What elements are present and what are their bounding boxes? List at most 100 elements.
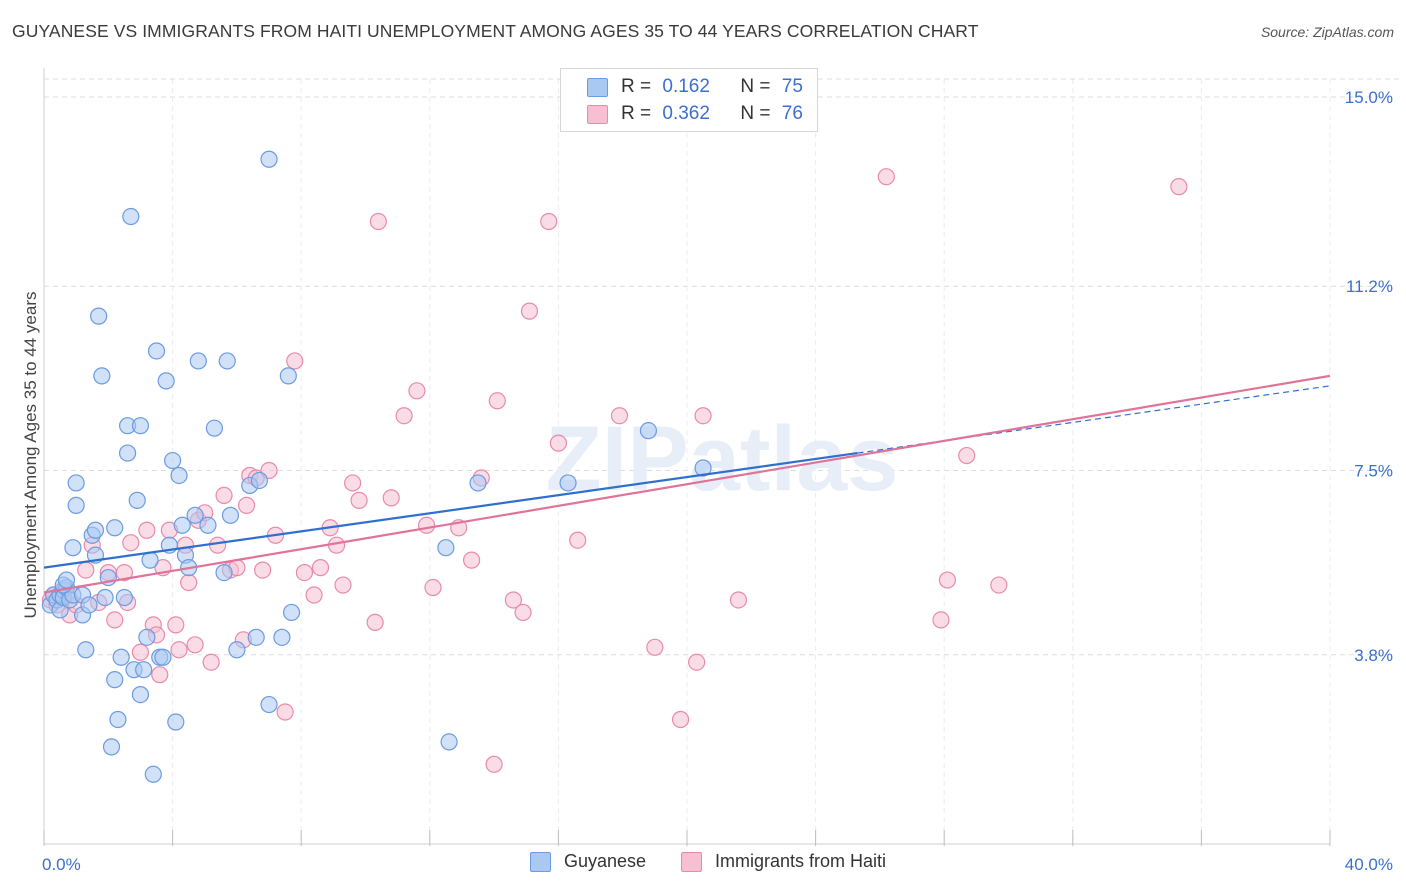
guyanese-point <box>67 496 85 514</box>
haiti-point <box>504 591 522 609</box>
guyanese-point <box>135 661 153 679</box>
guyanese-point <box>559 474 577 492</box>
haiti-point <box>237 496 256 514</box>
legend-item-haiti: Immigrants from Haiti <box>681 851 886 872</box>
guyanese-point <box>115 588 133 607</box>
guyanese-point <box>93 367 111 385</box>
guyanese-point <box>260 150 278 168</box>
haiti-point <box>417 516 436 534</box>
guyanese-point <box>260 695 278 714</box>
guyanese-point <box>440 733 458 751</box>
y-tick-label: 3.8% <box>1354 646 1393 665</box>
guyanese-point <box>118 444 137 462</box>
guyanese-point <box>154 648 172 666</box>
haiti-point <box>382 489 400 507</box>
guyanese-point <box>64 539 82 557</box>
guyanese-point <box>167 713 185 731</box>
series-legend: Guyanese Immigrants from Haiti <box>0 851 1406 877</box>
guyanese-point <box>221 506 240 524</box>
guyanese-point <box>186 506 204 524</box>
chart-source: Source: ZipAtlas.com <box>1260 24 1394 40</box>
haiti-point <box>209 536 227 554</box>
guyanese-point <box>138 628 156 646</box>
guyanese-point <box>112 648 130 666</box>
guyanese-point <box>205 419 223 437</box>
haiti-point <box>646 638 664 656</box>
guyanese-point <box>218 352 236 370</box>
haiti-point <box>540 212 558 231</box>
haiti-point <box>569 531 587 549</box>
haiti-point <box>106 611 124 629</box>
haiti-point <box>286 352 304 370</box>
grid-lines <box>44 79 1390 844</box>
haiti-swatch <box>681 851 702 872</box>
watermark: ZIPatlas <box>546 408 899 510</box>
guyanese-point <box>694 459 712 477</box>
guyanese-point <box>199 516 217 534</box>
haiti-trend-line <box>43 374 1331 594</box>
legend-item-guyanese: Guyanese <box>530 851 646 872</box>
guyanese-point <box>96 588 114 607</box>
haiti-point <box>77 561 95 579</box>
haiti-point <box>305 586 323 604</box>
guyanese-point <box>67 474 85 492</box>
guyanese-swatch <box>530 851 551 872</box>
r-label: R = <box>621 76 652 97</box>
guyanese-point <box>86 521 105 539</box>
haiti-point <box>366 613 384 631</box>
haiti-point <box>938 571 957 589</box>
haiti-point <box>151 666 169 684</box>
haiti-point <box>202 653 220 671</box>
haiti-point <box>138 521 156 539</box>
guyanese-point <box>247 628 265 646</box>
haiti-point <box>688 653 706 671</box>
y-tick-label: 7.5% <box>1354 462 1393 481</box>
guyanese-point <box>164 451 182 470</box>
x-tick-label: 0.0% <box>42 855 81 874</box>
haiti-point <box>520 302 539 320</box>
haiti-point <box>254 561 272 579</box>
haiti-point <box>1170 178 1188 196</box>
guyanese-point <box>90 307 108 325</box>
haiti-point <box>485 755 503 773</box>
guyanese-point <box>102 738 121 756</box>
n-value: 75 <box>781 76 803 97</box>
guyanese-point <box>131 417 150 435</box>
guyanese-point <box>170 466 188 485</box>
correlation-legend: R = 0.162 N = 75 R = 0.362 N = 76 <box>560 68 818 132</box>
r-value: 0.162 <box>662 76 710 97</box>
guyanese-point <box>57 571 76 589</box>
guyanese-point <box>282 603 301 622</box>
x-tick-label: 40.0% <box>1345 855 1393 874</box>
guyanese-point <box>437 539 455 557</box>
guyanese-point <box>157 372 175 390</box>
haiti-point <box>167 616 185 634</box>
haiti-point <box>180 573 198 592</box>
legend-row-haiti: R = 0.362 N = 76 <box>587 102 803 126</box>
guyanese-point <box>106 519 124 537</box>
guyanese-point <box>109 710 127 729</box>
haiti-point <box>990 576 1008 594</box>
guyanese-point <box>144 765 162 783</box>
haiti-point <box>549 434 568 452</box>
r-label: R = <box>621 103 652 124</box>
haiti-point <box>369 212 387 231</box>
haiti-point <box>694 407 712 425</box>
haiti-point <box>424 578 442 597</box>
r-value: 0.362 <box>662 103 710 124</box>
guyanese-point <box>279 367 297 385</box>
haiti-point <box>462 551 481 569</box>
haiti-point <box>877 168 895 186</box>
chart-title: GUYANESE VS IMMIGRANTS FROM HAITI UNEMPL… <box>12 21 979 41</box>
n-label: N = <box>740 76 771 97</box>
guyanese-point <box>228 641 246 659</box>
guyanese-point <box>639 422 658 440</box>
haiti-point <box>488 392 506 410</box>
n-label: N = <box>740 103 771 124</box>
guyanese-point <box>215 563 233 582</box>
haiti-point <box>215 486 233 504</box>
guyanese-point <box>122 207 140 226</box>
guyanese-swatch <box>587 77 608 97</box>
tick-labels: 3.8% 7.5% 11.2% 15.0% 0.0% 40.0% <box>42 88 1393 874</box>
